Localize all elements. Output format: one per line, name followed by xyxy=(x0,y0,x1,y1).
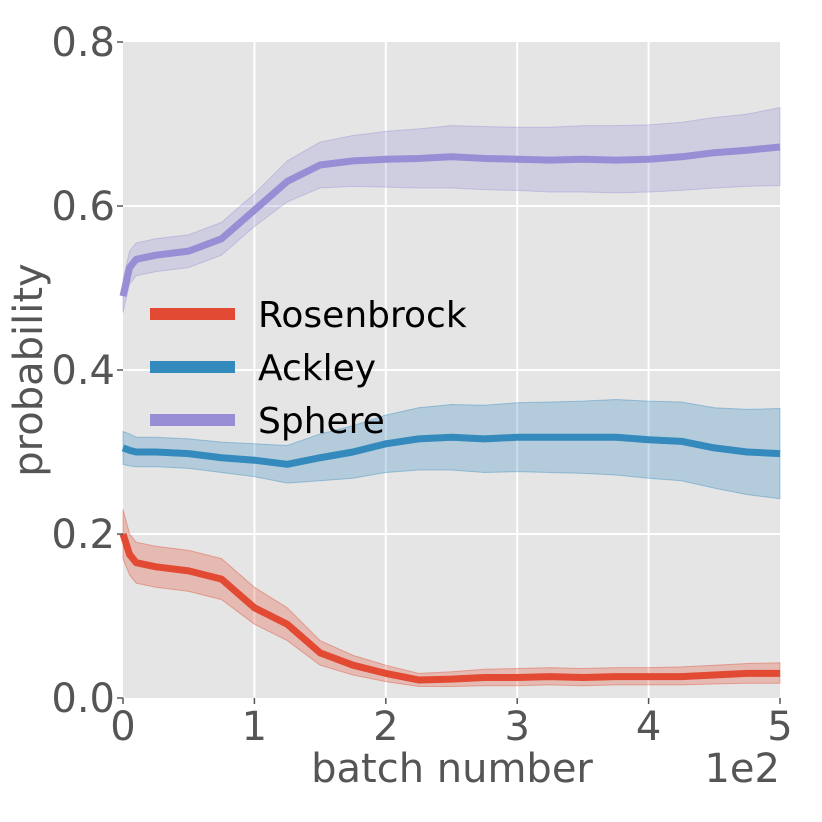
y-tick-label: 0.0 xyxy=(51,676,115,722)
x-tick-label: 5 xyxy=(767,704,792,750)
legend-label-ackley: Ackley xyxy=(258,348,376,389)
y-axis-label: probability xyxy=(6,263,52,476)
x-tick-label: 3 xyxy=(504,704,529,750)
x-tick-label: 1 xyxy=(242,704,267,750)
x-axis-offset-label: 1e2 xyxy=(704,746,780,792)
y-tick-label: 0.4 xyxy=(51,348,115,394)
legend-label-sphere: Sphere xyxy=(258,401,385,442)
band-rosenbrock xyxy=(122,509,781,688)
y-tick-label: 0.2 xyxy=(51,512,115,558)
band-ackley xyxy=(122,399,781,500)
y-tick-label: 0.6 xyxy=(51,184,115,230)
gridlines xyxy=(123,42,780,698)
legend-label-rosenbrock: Rosenbrock xyxy=(258,295,467,336)
x-tick-label: 4 xyxy=(636,704,661,750)
x-tick-label: 0 xyxy=(110,704,135,750)
legend: Rosenbrock Ackley Sphere xyxy=(150,295,467,442)
series-lines xyxy=(119,143,781,684)
series-line-sphere xyxy=(119,143,781,297)
axis-ticks: 0 1 2 3 4 5 0.0 0.2 0.4 0.6 0.8 xyxy=(51,20,792,750)
x-axis-label: batch number xyxy=(311,746,593,792)
x-tick-label: 2 xyxy=(373,704,398,750)
y-tick-label: 0.8 xyxy=(51,20,115,66)
series-line-rosenbrock xyxy=(119,532,780,684)
series-line-ackley xyxy=(121,433,781,468)
